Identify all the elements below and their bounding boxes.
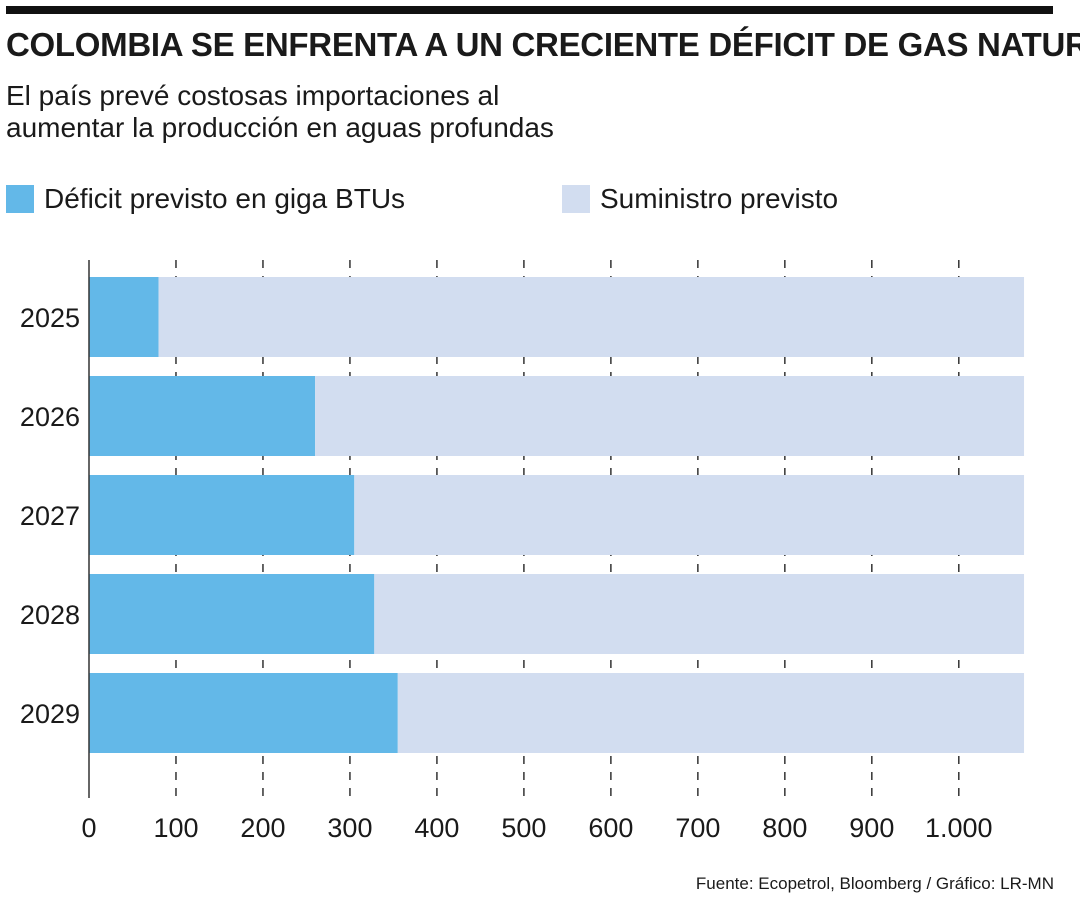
bar-deficit-2029 xyxy=(89,673,398,753)
legend-swatch-supply xyxy=(562,185,590,213)
category-label-2025: 2025 xyxy=(20,303,80,333)
source-note: Fuente: Ecopetrol, Bloomberg / Gráfico: … xyxy=(695,874,1054,893)
bar-deficit-2026 xyxy=(89,376,316,456)
bar-deficit-2025 xyxy=(89,277,159,357)
x-tick-label-800: 800 xyxy=(762,813,807,843)
category-label-2029: 2029 xyxy=(20,699,80,729)
x-tick-label-1000: 1.000 xyxy=(925,813,993,843)
x-tick-label-600: 600 xyxy=(588,813,633,843)
bar-supply-2028 xyxy=(374,574,1025,654)
bar-chart: 2025 2026 2027 2028 2029 0 100 200 300 400 500 600 7… xyxy=(20,260,1025,843)
top-rule xyxy=(6,6,1053,14)
category-label-2027: 2027 xyxy=(20,501,80,531)
x-tick-label-200: 200 xyxy=(240,813,285,843)
bar-deficit-2028 xyxy=(89,574,375,654)
legend-label-supply: Suministro previsto xyxy=(600,183,839,214)
legend-item-supply: Suministro previsto xyxy=(562,180,838,218)
legend-item-deficit: Déficit previsto en giga BTUs xyxy=(6,180,405,218)
legend-label-deficit: Déficit previsto en giga BTUs xyxy=(44,183,406,214)
subtitle-line-1: El país prevé costosas importaciones al xyxy=(6,80,500,111)
category-label-2028: 2028 xyxy=(20,600,80,630)
x-tick-label-0: 0 xyxy=(81,813,96,843)
x-tick-label-500: 500 xyxy=(501,813,546,843)
bar-deficit-2027 xyxy=(89,475,355,555)
chart-title: COLOMBIA SE ENFRENTA A UN CRECIENTE DÉFI… xyxy=(6,26,1080,63)
legend-swatch-deficit xyxy=(6,185,34,213)
x-tick-label-900: 900 xyxy=(849,813,894,843)
bar-supply-2027 xyxy=(354,475,1025,555)
x-tick-label-100: 100 xyxy=(153,813,198,843)
bar-supply-2029 xyxy=(397,673,1025,753)
x-tick-label-700: 700 xyxy=(675,813,720,843)
bar-supply-2026 xyxy=(315,376,1025,456)
x-tick-label-400: 400 xyxy=(414,813,459,843)
legend: Déficit previsto en giga BTUs Suministro… xyxy=(6,180,1066,220)
subtitle-line-2: aumentar la producción en aguas profunda… xyxy=(6,112,554,143)
chart-subtitle: El país prevé costosas importaciones al … xyxy=(6,80,706,144)
x-tick-label-300: 300 xyxy=(327,813,372,843)
bar-supply-2025 xyxy=(158,277,1025,357)
category-label-2026: 2026 xyxy=(20,402,80,432)
